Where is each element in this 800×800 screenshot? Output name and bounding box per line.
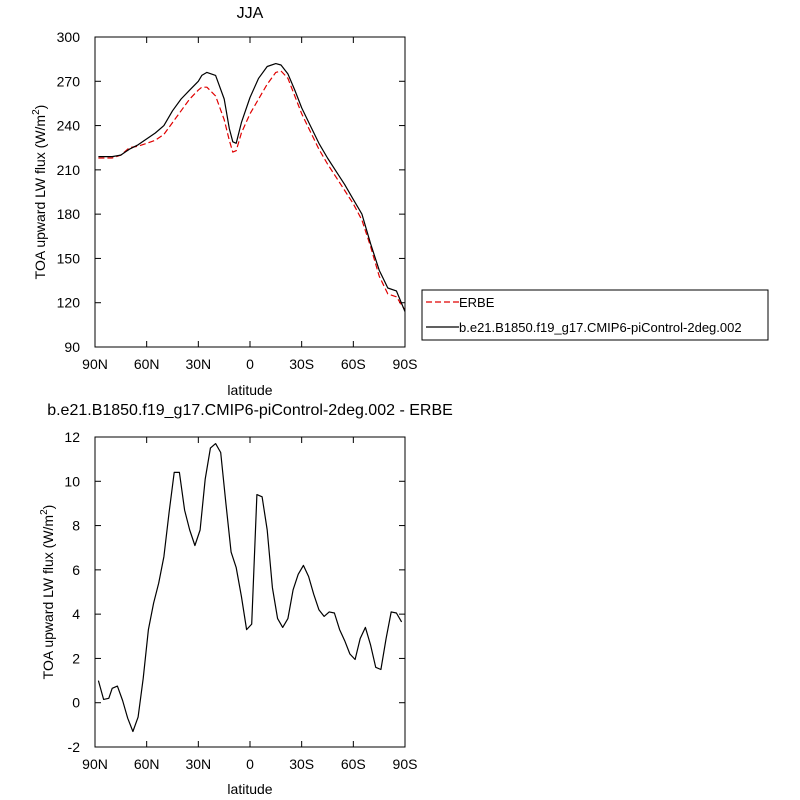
bottom-series-line-difference: [97, 443, 403, 733]
top-ylabel-main: TOA upward LW flux (W/m: [32, 115, 48, 279]
top-ytick-label: 120: [57, 295, 81, 311]
bottom-xtick-label: 30S: [289, 756, 314, 772]
top-ytick-label: 90: [64, 339, 80, 355]
bottom-chart-series: [97, 443, 403, 733]
legend: ERBE b.e21.B1850.f19_g17.CMIP6-piControl…: [421, 289, 769, 341]
bottom-ytick-label: 0: [72, 695, 80, 711]
legend-label-erbe: ERBE: [459, 295, 495, 310]
bottom-ytick-label: 6: [72, 562, 80, 578]
top-xtick-label: 30N: [185, 356, 211, 372]
top-chart-title: JJA: [237, 5, 264, 22]
top-series-line-erbe: [98, 70, 406, 311]
bottom-chart-panel: b.e21.B1850.f19_g17.CMIP6-piControl-2deg…: [39, 402, 453, 797]
top-ytick-label: 150: [57, 250, 81, 266]
top-xtick-label: 60N: [134, 356, 160, 372]
bottom-ytick-label: 12: [64, 429, 80, 445]
bottom-chart-title: b.e21.B1850.f19_g17.CMIP6-piControl-2deg…: [47, 402, 453, 419]
top-ytick-label: 210: [57, 162, 81, 178]
top-xtick-label: 90S: [393, 356, 418, 372]
bottom-xtick-label: 90S: [393, 756, 418, 772]
top-ytick-label: 270: [57, 73, 81, 89]
legend-label-model: b.e21.B1850.f19_g17.CMIP6-piControl-2deg…: [459, 320, 742, 335]
top-xtick-label: 60S: [341, 356, 366, 372]
top-chart-series: [98, 62, 406, 312]
bottom-xtick-label: 90N: [82, 756, 108, 772]
top-chart-xlabel: latitude: [227, 382, 272, 398]
bottom-ylabel-superscript: 2: [39, 509, 50, 515]
top-chart-panel: JJA 90N 60N 30N 0 30S 60S 90S 90 120 150 180 210 240…: [31, 5, 769, 398]
bottom-ylabel-suffix: ): [40, 505, 56, 510]
top-ylabel-suffix: ): [32, 105, 48, 110]
top-chart-ylabel: TOA upward LW flux (W/m2): [31, 105, 48, 280]
top-ytick-label: 240: [57, 118, 81, 134]
top-series-line-model: [98, 62, 406, 312]
bottom-chart-frame: [94, 436, 406, 748]
bottom-ytick-label: 8: [72, 518, 80, 534]
top-xtick-label: 0: [246, 356, 254, 372]
bottom-xtick-label: 60N: [134, 756, 160, 772]
bottom-chart-xlabel: latitude: [227, 781, 272, 797]
top-ytick-label: 180: [57, 206, 81, 222]
top-xtick-label: 30S: [289, 356, 314, 372]
top-chart-frame: [94, 36, 406, 348]
bottom-ytick-label: 10: [64, 473, 80, 489]
top-xtick-label: 90N: [82, 356, 108, 372]
bottom-xtick-label: 60S: [341, 756, 366, 772]
top-ytick-label: 300: [57, 29, 81, 45]
bottom-xtick-label: 30N: [185, 756, 211, 772]
bottom-ylabel-main: TOA upward LW flux (W/m: [40, 515, 56, 679]
bottom-ytick-label: -2: [68, 739, 81, 755]
bottom-ytick-label: 4: [72, 606, 80, 622]
top-ylabel-superscript: 2: [31, 109, 42, 115]
bottom-xtick-label: 0: [246, 756, 254, 772]
bottom-chart-ylabel: TOA upward LW flux (W/m2): [39, 505, 56, 680]
bottom-chart-ticks: 90N 60N 30N 0 30S 60S 90S -2 0 2 4 6 8 10 12: [64, 429, 417, 772]
bottom-ytick-label: 2: [72, 650, 80, 666]
legend-box: [421, 289, 769, 341]
